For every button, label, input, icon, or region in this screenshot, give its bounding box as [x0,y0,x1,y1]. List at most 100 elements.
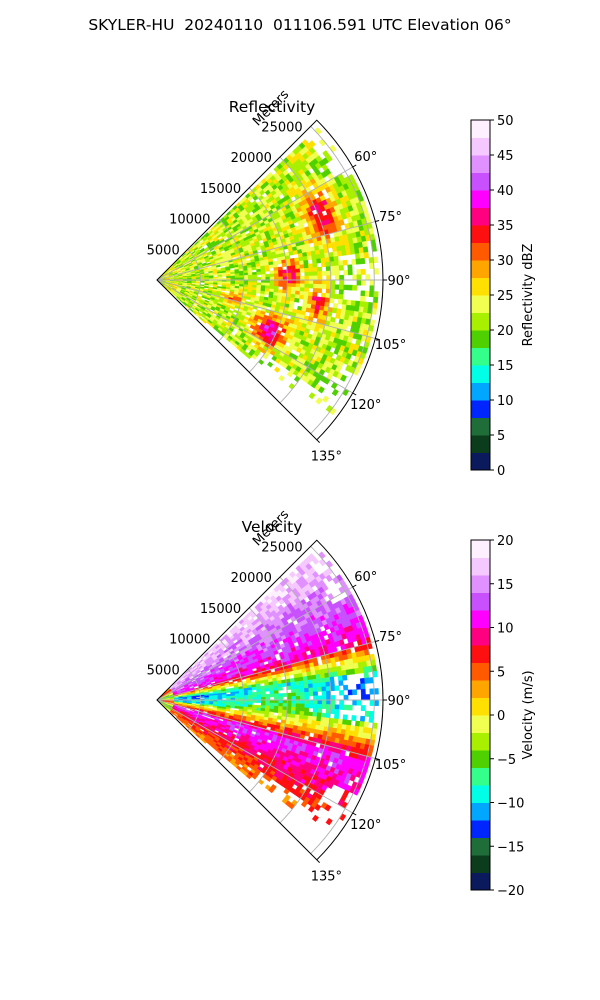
radar-cell [317,275,323,281]
colorbar-swatch [471,330,490,348]
colorbar-swatch [471,225,490,243]
radar-cell [251,266,257,271]
radar-cell [260,282,266,286]
radar-cell [295,710,301,716]
radar-cell [343,284,349,291]
radar-cell [300,275,305,281]
radar-cell [304,287,310,293]
radar-cell [337,718,344,725]
radar-cell [307,295,313,301]
radar-cell [321,584,329,592]
radar-cell [212,273,218,276]
radar-cell [273,690,279,695]
colorbar-swatch [471,400,490,418]
radar-cell [256,691,262,695]
radar-cell [282,699,288,704]
radar-cell [245,353,252,360]
radar-cell [303,259,309,265]
radar-cell [354,300,361,307]
radar-cell [303,683,309,689]
radar-cell [308,703,314,709]
radar-cell [274,699,279,704]
radar-cell [250,717,256,722]
radar-cell [334,685,340,691]
radar-cell [286,703,292,708]
azimuth-tick [375,338,380,341]
radar-cell [333,260,340,267]
radar-cell [307,715,313,721]
radar-cell [269,705,275,710]
radar-cell [355,258,361,265]
radar-cell [273,687,279,692]
radar-cell [316,716,322,722]
radar-cell [226,695,232,699]
radar-cell [325,154,333,163]
radar-cell [230,695,236,699]
radar-cell [300,692,305,697]
radar-cell [320,257,326,263]
radar-cell [269,690,275,695]
radar-cell [295,684,301,690]
radar-cell [291,268,297,274]
colorbar-label: Reflectivity dBZ [521,244,536,347]
radar-cell [273,273,279,278]
radar-cell [333,713,340,720]
radar-cell [286,692,292,697]
radar-cell [320,677,326,683]
radar-cell [278,696,284,701]
radar-cell [312,707,318,713]
radar-cell [278,273,284,278]
radar-cell [338,265,344,271]
radar-cell [312,287,318,293]
radar-cell [342,674,348,681]
radar-cell [255,290,261,294]
radar-cell [286,283,292,288]
radar-cell [311,716,318,722]
radar-cell [319,253,326,259]
radar-cell [315,673,321,680]
colorbar-tick-label: 5 [497,429,505,444]
radar-cell [243,275,249,278]
radar-cell [239,275,245,279]
radar-cell [252,691,258,696]
reflectivity-plot: Reflectivity500010000150002000025000Mete… [147,87,536,479]
radar-cell [326,695,332,701]
radar-cell [308,392,316,400]
radar-cell [343,694,349,701]
radar-cell [334,275,340,281]
radar-cell [321,682,327,688]
radar-cell [286,269,292,274]
radar-cell [300,699,305,705]
radar-cell [221,274,227,277]
radar-cell [327,592,335,601]
radar-cell [369,285,375,292]
radar-cell [234,705,240,709]
azimuth-tick [352,164,357,168]
radar-cell [321,699,327,705]
radar-cell [314,803,322,812]
radar-cell [226,275,232,279]
radar-cell [334,704,340,710]
radar-cell [291,279,297,284]
colorbar-swatch [471,435,490,453]
radar-cell [352,699,358,706]
radar-cell [295,699,301,704]
radar-cell [269,276,275,281]
radar-cell [273,285,279,290]
radar-cell [230,705,236,709]
radar-cell [313,279,319,285]
radar-cell [273,702,279,707]
radar-cell [277,686,283,691]
radar-cell [317,288,323,294]
radar-cell [333,255,339,262]
radar-cell [313,275,319,281]
radar-cell [290,290,296,295]
radar-cell [303,291,309,297]
colorbar-swatch [471,242,490,261]
radar-cell [304,267,310,273]
radar-cell [317,695,323,701]
radar-cell [317,699,323,705]
radar-cell [295,696,301,701]
radar-cell [304,695,310,701]
